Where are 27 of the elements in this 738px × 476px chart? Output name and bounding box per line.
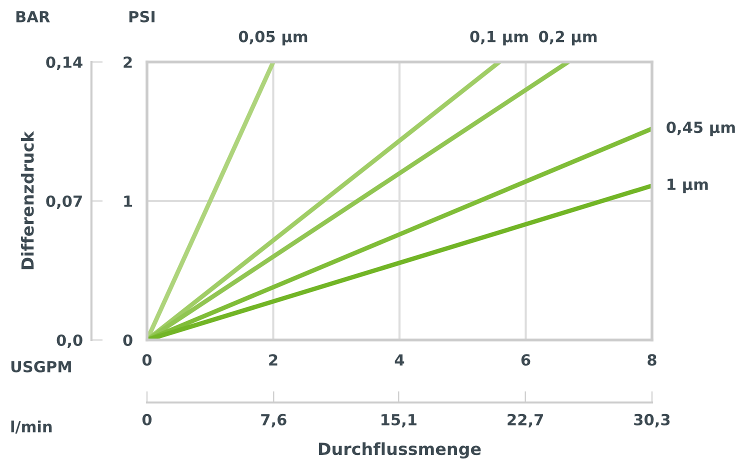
- x-tick-label: 0: [142, 354, 152, 366]
- y-tick-label: 0: [123, 334, 132, 346]
- y2-axis-title: Differenzdruck: [20, 130, 34, 270]
- x-tick-label: 6: [521, 354, 530, 366]
- y2-tick-label: 0,07: [46, 195, 82, 209]
- text: BAR: [16, 11, 50, 22]
- x-tick-label: 8: [648, 354, 656, 366]
- series-label: 0,45 µm: [666, 122, 735, 136]
- x2-tick-label: 22,7: [508, 414, 543, 428]
- x2-tick-label: 30,3: [634, 414, 670, 428]
- x-axis-title: Durchflussmenge: [318, 442, 481, 459]
- y-tick-label: 2: [124, 56, 132, 68]
- series-label: 0,05 µm: [238, 30, 308, 46]
- series-label: 1 µm: [668, 178, 708, 194]
- text: USGPM: [11, 360, 71, 372]
- series-label: 0,1 µm: [470, 30, 528, 46]
- y2-tick-label: 0,14: [46, 56, 82, 70]
- text: PSI: [129, 10, 154, 22]
- x2-tick-label: 0: [142, 414, 152, 426]
- y2-tick-label: 0,0: [56, 334, 82, 348]
- x-tick-label: 4: [394, 354, 404, 366]
- y-tick-label: 1: [124, 196, 132, 207]
- series-label: 0,2 µm: [539, 30, 597, 46]
- text: l/min: [11, 420, 52, 434]
- x2-tick-label: 7,6: [261, 414, 286, 428]
- x2-tick-label: 15,1: [382, 414, 416, 428]
- x-tick-label: 2: [269, 354, 278, 366]
